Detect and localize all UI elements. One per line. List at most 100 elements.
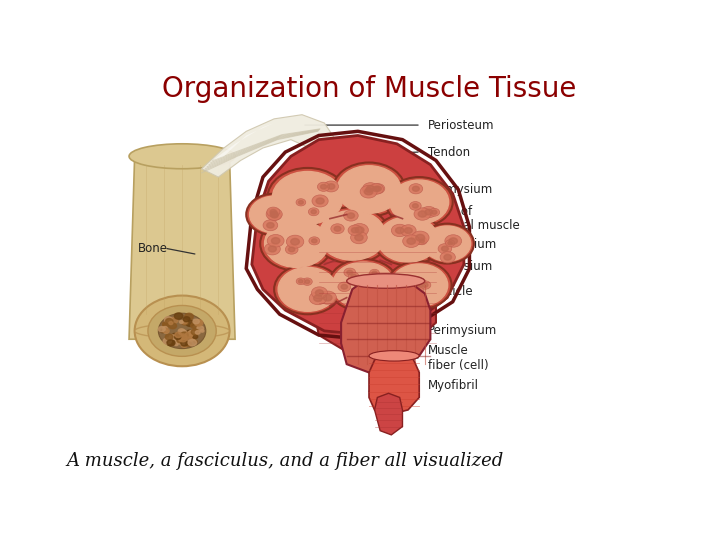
Text: Belly of
skeletal muscle: Belly of skeletal muscle — [428, 205, 520, 232]
Circle shape — [291, 239, 300, 245]
Polygon shape — [202, 114, 336, 177]
Circle shape — [414, 208, 431, 220]
Circle shape — [423, 283, 428, 287]
Circle shape — [312, 239, 317, 243]
Circle shape — [372, 184, 384, 194]
Circle shape — [348, 225, 362, 235]
Circle shape — [444, 254, 451, 260]
Circle shape — [175, 337, 184, 343]
Circle shape — [179, 329, 185, 334]
Circle shape — [191, 323, 198, 328]
Circle shape — [448, 241, 452, 245]
Circle shape — [334, 226, 341, 231]
Circle shape — [425, 209, 433, 215]
Circle shape — [163, 327, 167, 330]
Circle shape — [194, 320, 203, 326]
Circle shape — [271, 238, 280, 244]
Circle shape — [264, 243, 280, 255]
Circle shape — [179, 330, 187, 336]
Circle shape — [287, 235, 304, 248]
Circle shape — [319, 291, 336, 304]
Circle shape — [195, 330, 200, 334]
Circle shape — [197, 326, 204, 331]
Circle shape — [188, 340, 197, 346]
Circle shape — [412, 288, 420, 294]
Circle shape — [267, 207, 280, 217]
Circle shape — [270, 211, 278, 217]
Circle shape — [181, 320, 188, 325]
Text: Perimysium: Perimysium — [428, 238, 498, 251]
Circle shape — [174, 342, 178, 346]
Circle shape — [314, 295, 323, 301]
Ellipse shape — [347, 274, 425, 288]
Circle shape — [175, 336, 179, 339]
Circle shape — [188, 330, 194, 335]
Circle shape — [390, 180, 449, 224]
Circle shape — [341, 285, 348, 289]
Circle shape — [386, 177, 453, 227]
Circle shape — [158, 313, 206, 349]
Circle shape — [269, 246, 276, 252]
Circle shape — [185, 332, 193, 338]
Circle shape — [192, 330, 196, 334]
Circle shape — [411, 280, 420, 286]
Ellipse shape — [369, 350, 419, 361]
Circle shape — [200, 329, 204, 332]
Circle shape — [351, 224, 369, 237]
Text: Tendon: Tendon — [428, 146, 470, 159]
Circle shape — [169, 322, 173, 325]
Text: Muscle
fiber (cell): Muscle fiber (cell) — [428, 344, 489, 372]
Circle shape — [190, 330, 197, 335]
Circle shape — [405, 228, 413, 233]
Circle shape — [318, 182, 330, 191]
Circle shape — [355, 234, 363, 241]
Circle shape — [181, 342, 188, 347]
Circle shape — [360, 185, 377, 198]
Circle shape — [320, 185, 327, 189]
Circle shape — [174, 313, 183, 319]
Circle shape — [264, 220, 328, 267]
Circle shape — [158, 327, 165, 332]
Circle shape — [289, 247, 295, 252]
Circle shape — [408, 286, 424, 298]
Circle shape — [285, 245, 298, 254]
Circle shape — [167, 340, 175, 346]
Circle shape — [392, 224, 408, 237]
Circle shape — [402, 235, 420, 247]
Circle shape — [271, 213, 278, 218]
Circle shape — [169, 323, 176, 329]
Circle shape — [416, 282, 425, 289]
Circle shape — [179, 334, 186, 340]
Circle shape — [351, 231, 367, 244]
Polygon shape — [252, 136, 464, 335]
Polygon shape — [341, 277, 431, 373]
Text: Periosteum: Periosteum — [428, 119, 495, 132]
Circle shape — [172, 333, 177, 336]
Circle shape — [163, 322, 167, 326]
Circle shape — [278, 267, 337, 311]
Circle shape — [328, 259, 399, 312]
Text: Fascicle: Fascicle — [428, 285, 474, 298]
Circle shape — [355, 227, 364, 233]
Circle shape — [365, 274, 377, 282]
Circle shape — [315, 290, 323, 296]
Circle shape — [169, 335, 176, 340]
Circle shape — [163, 328, 169, 333]
Text: Epimysium: Epimysium — [428, 183, 493, 196]
Circle shape — [166, 334, 173, 340]
Circle shape — [351, 227, 359, 233]
Circle shape — [185, 313, 193, 320]
Circle shape — [179, 339, 186, 345]
Circle shape — [193, 319, 199, 324]
Circle shape — [163, 338, 171, 344]
Circle shape — [246, 194, 302, 235]
Circle shape — [411, 231, 429, 244]
Circle shape — [176, 333, 184, 338]
Circle shape — [189, 330, 194, 334]
Circle shape — [324, 181, 338, 192]
Circle shape — [368, 276, 374, 280]
Circle shape — [296, 278, 305, 285]
Circle shape — [366, 186, 374, 191]
Circle shape — [319, 211, 386, 260]
Circle shape — [181, 332, 189, 338]
